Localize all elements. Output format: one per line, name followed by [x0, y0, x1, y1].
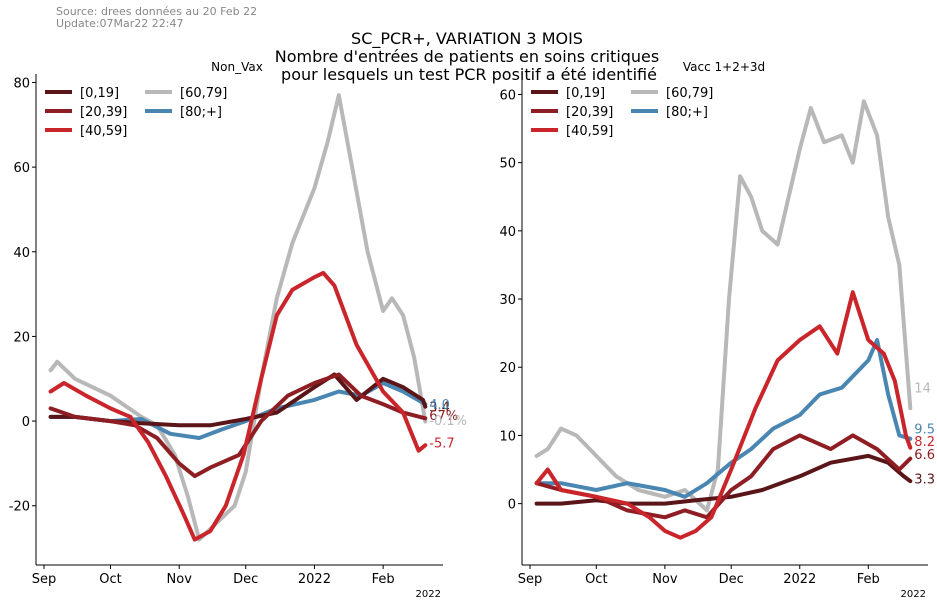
- y-tick-label: 40: [499, 225, 516, 240]
- x-year-label: 2022: [416, 589, 441, 600]
- series-line-20-39: [534, 433, 913, 520]
- x-tick-label: Feb: [372, 572, 395, 587]
- y-tick-label: 80: [13, 76, 30, 91]
- end-value-label: 9.5: [914, 423, 935, 438]
- legend: [0,19] [20,39] [40,59] [60,79] [80;+]: [531, 86, 713, 139]
- figure-subtitle-line1: Nombre d'entrées de patients en soins cr…: [275, 47, 659, 66]
- x-tick-label: Dec: [233, 572, 258, 587]
- end-value-label: -0.1%: [429, 414, 467, 429]
- x-tick-label: Nov: [652, 572, 678, 587]
- legend-label: [20,39]: [80, 105, 127, 120]
- y-tick-label: 20: [499, 361, 516, 376]
- legend-label: [40,59]: [80, 124, 127, 139]
- y-tick-label: 10: [499, 429, 516, 444]
- x-tick-label: Dec: [719, 572, 744, 587]
- legend-label: [60,79]: [180, 86, 227, 101]
- x-tick-label: Oct: [99, 572, 121, 587]
- legend: [0,19] [20,39] [40,59] [60,79] [80;+]: [45, 86, 227, 139]
- source-note: Source: drees données au 20 Feb 22: [56, 5, 257, 18]
- x-tick-label: 2022: [783, 572, 816, 587]
- end-value-label: 67%: [429, 409, 458, 424]
- series-line-40-59: [48, 270, 428, 542]
- y-tick-label: 20: [13, 330, 30, 345]
- y-tick-label: -20: [9, 500, 30, 515]
- panel-title: Non_Vax: [211, 60, 263, 74]
- legend-label: [40,59]: [566, 124, 613, 139]
- end-value-label: 3.4: [429, 401, 450, 416]
- panel-title: Vacc 1+2+3d: [683, 60, 765, 74]
- x-tick-label: Feb: [857, 572, 880, 587]
- legend-label: [80;+]: [666, 105, 708, 120]
- series-line-40-59: [534, 290, 913, 540]
- x-tick-label: Sep: [32, 572, 57, 587]
- end-value-label: 14: [914, 382, 931, 397]
- y-tick-label: 0: [22, 415, 30, 430]
- y-tick-label: 60: [499, 88, 516, 103]
- end-value-label: 6.6: [914, 448, 935, 463]
- y-tick-label: 50: [499, 157, 516, 172]
- legend-label: [0,19]: [566, 86, 605, 101]
- y-tick-label: 30: [499, 293, 516, 308]
- legend-label: [80;+]: [180, 105, 222, 120]
- chart-panel-1: Non_Vax 80 60 40 20 0 -20 Sep Oct Nov Dec 2022 Feb 20…: [9, 60, 467, 600]
- x-tick-label: Oct: [585, 572, 607, 587]
- chart-panels: Non_Vax 80 60 40 20 0 -20 Sep Oct Nov Dec 2022 Feb 20…: [9, 60, 935, 600]
- legend-label: [0,19]: [80, 86, 119, 101]
- figure-title: SC_PCR+, VARIATION 3 MOIS: [351, 29, 583, 49]
- chart-panel-2: Vacc 1+2+3d 60 50 40 30 20 10 0 Sep Oct Nov Dec 2022…: [499, 60, 935, 600]
- x-year-label: 2022: [901, 589, 926, 600]
- figure-subtitle-line2: pour lesquels un test PCR positif a été …: [281, 65, 657, 84]
- y-tick-label: 60: [13, 161, 30, 176]
- x-tick-label: Sep: [518, 572, 543, 587]
- update-note: Update:07Mar22 22:47: [56, 17, 184, 30]
- end-value-label: -5.7: [429, 436, 454, 451]
- end-value-label: 3.3: [914, 472, 935, 487]
- y-tick-label: 0: [508, 498, 516, 513]
- legend-label: [20,39]: [566, 105, 613, 120]
- series-line-20-39: [48, 372, 428, 479]
- series-line-60-79: [534, 99, 913, 513]
- legend-label: [60,79]: [666, 86, 713, 101]
- end-value-label: 8.2: [914, 435, 935, 450]
- y-tick-label: 40: [13, 246, 30, 261]
- end-value-label: 4.0: [429, 398, 450, 413]
- x-tick-label: 2022: [298, 572, 331, 587]
- x-tick-label: Nov: [167, 572, 193, 587]
